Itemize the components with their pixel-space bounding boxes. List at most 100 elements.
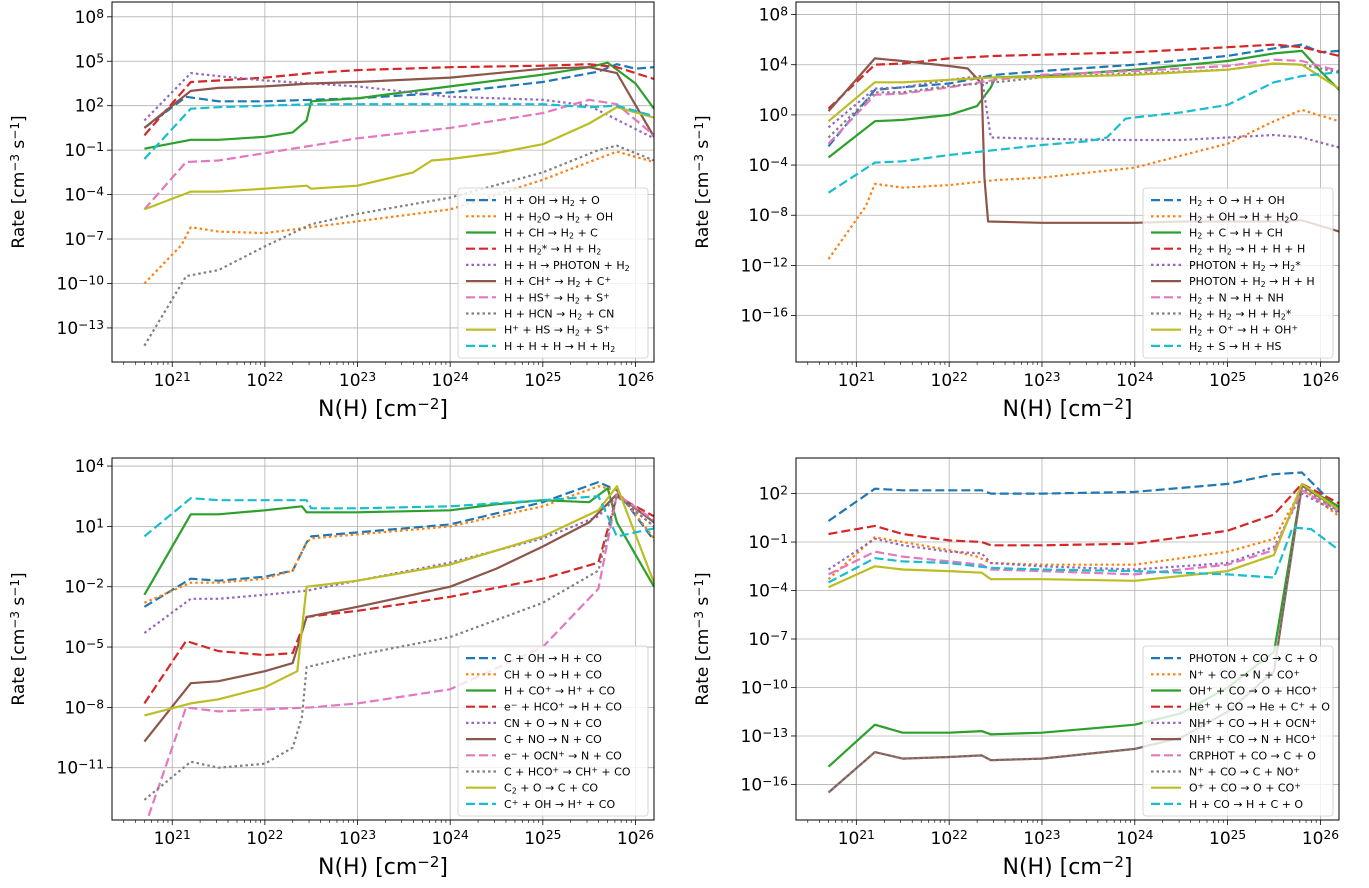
y-tick-label: 10−7 xyxy=(748,629,788,650)
y-tick-label: 10−10 xyxy=(57,273,104,294)
series-line-6 xyxy=(143,66,654,138)
axes-frame xyxy=(795,457,1340,821)
y-tick-label: 10−1 xyxy=(748,532,788,553)
legend-label: CRPHOT + CO → C + O xyxy=(1189,749,1316,762)
legend-frame xyxy=(457,645,649,817)
legend-label: H + H2O → H2 + OH xyxy=(504,210,613,224)
x-tick-label: 1021 xyxy=(154,370,191,391)
x-tick-label: 1026 xyxy=(617,828,654,849)
y-tick-label: 10−16 xyxy=(741,774,789,795)
series-line-1 xyxy=(827,471,1339,522)
legend-label: C2 + O → C + CO xyxy=(504,782,598,796)
legend-label: H+ + HS → H2 + S+ xyxy=(504,324,610,338)
y-tick-label: 10−7 xyxy=(64,229,104,250)
series-line-3 xyxy=(144,61,654,150)
x-tick-label: 1024 xyxy=(432,370,469,391)
chart-panel-4: 1021 1022 1023 1024 1025 1026 10−16 10−13 10−10 1… xyxy=(692,457,1340,880)
series-line-10 xyxy=(827,71,1339,194)
y-tick-label: 10−4 xyxy=(748,580,788,601)
series-line-4 xyxy=(828,482,1339,547)
chart-panel-2: 1021 1022 1023 1024 1025 1026 10−16 10−12 10−8 10… xyxy=(692,1,1340,422)
y-tick-label: 10−1 xyxy=(64,140,104,161)
x-tick-label: 1026 xyxy=(617,370,654,391)
legend-label: C + HCO+ → CH+ + CO xyxy=(504,765,631,778)
legend-frame xyxy=(1142,187,1334,359)
legend-label: H2 + OH → H + H2O xyxy=(1189,210,1298,224)
series-line-9 xyxy=(828,482,1339,589)
legend-label: N+ + CO → C + NO+ xyxy=(1189,765,1300,778)
y-tick-label: 104 xyxy=(759,54,789,75)
series-line-4 xyxy=(143,63,654,137)
x-axis-title: N(H) [cm−2] xyxy=(1003,395,1133,422)
series-group xyxy=(143,481,654,820)
y-tick-label: 100 xyxy=(759,105,788,126)
legend-label: NH+ + CO → H + OCN+ xyxy=(1189,717,1317,730)
series-line-2 xyxy=(827,108,1339,260)
chart-panel-1: 1021 1022 1023 1024 1025 1026 10−13 10−10 10−7 10… xyxy=(8,1,655,422)
series-line-9 xyxy=(144,106,654,211)
y-axis-title: Rate [cm−3 s−1] xyxy=(692,115,713,248)
x-tick-label: 1022 xyxy=(931,370,968,391)
y-tick-label: 10−8 xyxy=(748,205,788,226)
x-tick-label: 1022 xyxy=(931,828,968,849)
series-line-7 xyxy=(828,489,1339,576)
series-line-5 xyxy=(143,72,654,140)
y-tick-label: 108 xyxy=(75,6,104,27)
legend-label: H2 + O → H + OH xyxy=(1189,194,1285,208)
y-tick-label: 10−5 xyxy=(64,637,104,658)
y-tick-label: 10−16 xyxy=(741,305,789,326)
legend-label: NH+ + CO → N + HCO+ xyxy=(1189,733,1317,746)
legend-frame xyxy=(1142,645,1334,817)
x-tick-label: 1022 xyxy=(246,828,283,849)
legend-label: C+ + OH → H+ + CO xyxy=(504,798,615,811)
series-line-9 xyxy=(827,62,1339,123)
legend-label: N+ + CO → N + CO+ xyxy=(1189,668,1300,681)
series-line-5 xyxy=(827,74,1339,149)
x-tick-label: 1025 xyxy=(524,828,561,849)
legend-label: e− + HCO+ → H + CO xyxy=(504,701,622,714)
series-line-2 xyxy=(143,485,654,604)
legend-label: H2 + C → H + CH xyxy=(1189,227,1283,241)
y-tick-label: 10−13 xyxy=(57,318,104,339)
x-tick-label: 1023 xyxy=(339,828,376,849)
series-line-6 xyxy=(143,493,654,743)
legend-label: C + NO → N + CO xyxy=(504,733,602,746)
series-line-1 xyxy=(143,63,654,129)
legend-label: C + OH → H + CO xyxy=(504,652,602,665)
legend-label: CN + O → N + CO xyxy=(504,717,602,730)
legend-label: PHOTON + H2 → H2* xyxy=(1189,259,1301,273)
series-line-10 xyxy=(827,526,1339,584)
legend-label: H + H2* → H + H2 xyxy=(504,243,601,257)
x-axis-title: N(H) [cm−2] xyxy=(318,853,448,880)
y-tick-label: 10−4 xyxy=(64,184,104,205)
y-tick-label: 10−13 xyxy=(741,726,788,747)
legend-label: OH+ + CO → O + HCO+ xyxy=(1189,684,1317,697)
legend-label: H + CH+ → H2 + C+ xyxy=(504,275,611,289)
series-line-10 xyxy=(143,103,654,160)
series-line-7 xyxy=(827,58,1339,145)
legend-label: He+ + CO → He + C+ + O xyxy=(1189,701,1330,714)
legend-label: H2 + S → H + HS xyxy=(1189,340,1281,354)
legend-label: H + CH → H2 + C xyxy=(504,227,598,241)
legend-label: H + H → PHOTON + H2 xyxy=(504,259,630,273)
legend-label: H2 + N → H + NH xyxy=(1189,291,1284,305)
y-tick-label: 10−8 xyxy=(64,697,104,718)
x-tick-label: 1024 xyxy=(1116,370,1153,391)
y-axis-title: Rate [cm−3 s−1] xyxy=(8,115,29,248)
x-tick-label: 1026 xyxy=(1302,828,1339,849)
legend: H + OH → H2 + O H + H2O → H2 + OH H + CH →… xyxy=(457,187,649,359)
x-tick-label: 1023 xyxy=(1023,828,1060,849)
axes-frame xyxy=(111,1,655,363)
legend: H2 + O → H + OH H2 + OH → H + H2O H2 + C →… xyxy=(1142,187,1334,359)
x-tick-label: 1023 xyxy=(339,370,376,391)
axes-frame xyxy=(795,1,1340,363)
series-line-7 xyxy=(146,493,654,820)
y-axis-title: Rate [cm−3 s−1] xyxy=(8,572,29,705)
y-tick-label: 102 xyxy=(759,483,788,504)
y-tick-label: 104 xyxy=(75,456,105,477)
x-tick-label: 1025 xyxy=(524,370,561,391)
legend-label: H + OH → H2 + O xyxy=(504,194,600,208)
chart-panel-3: 1021 1022 1023 1024 1025 1026 10−11 10−8 10−5 10−… xyxy=(8,456,655,880)
series-line-8 xyxy=(143,495,654,801)
x-tick-label: 1025 xyxy=(1209,370,1246,391)
